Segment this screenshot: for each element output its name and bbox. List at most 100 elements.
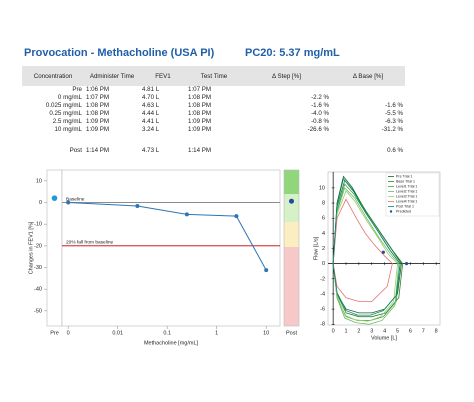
flow-volume-curve [332,177,401,316]
pc20: PC20: 5.37 mg/mL [245,47,340,59]
band-red [284,247,299,326]
cell: 1:09 PM [86,126,110,133]
y-tick-label: -50 [34,308,42,314]
column-header: Test Time [186,66,242,86]
cell: -0.8 % [311,118,329,125]
column-header: Administer Time [84,66,140,86]
band-yellow [284,222,299,247]
cell: 0 mg/mL [57,94,82,101]
x-tick-label: 3 [370,328,373,334]
x-tick-label: 4 [383,328,386,334]
cell: 1:08 PM [188,102,212,109]
point [234,214,239,219]
predicted-point [381,250,385,254]
cell: 1:08 PM [86,110,110,117]
legend-label: Level4 Trial 1 [396,199,417,203]
column-header: FEV1 [140,66,186,86]
cell: -5.5 % [385,110,403,117]
cell: Pre [72,86,82,93]
point [184,212,189,217]
row: 0 mg/mL 1:07 PM 4.70 L 1:08 PM -2.2 % [22,94,405,102]
cell: 1:06 PM [86,86,110,93]
cell: -6.3 % [385,118,403,125]
cell: -1.6 % [385,102,403,109]
cell: Post [69,147,82,154]
cell: 1:14 PM [86,147,110,154]
cell [331,94,405,102]
cell: 4.41 L [142,118,160,125]
legend-box [385,172,440,217]
cell: 1:09 PM [188,118,212,125]
reference-label: 20% fall from baseline [66,240,114,246]
cell: 1:09 PM [86,118,110,125]
y-tick-label: 8 [322,201,325,207]
x-tick-label: 0 [332,328,335,334]
x-tick-label: 10 [263,330,269,336]
cell: -1.6 % [311,102,329,109]
cell: 1:08 PM [86,102,110,109]
band-green [284,170,299,194]
y-axis-label: Flow [L/s] [313,236,319,260]
y-tick-label: -8 [320,322,325,328]
x-tick-label: 0.1 [163,330,171,336]
plot-frame [61,169,281,327]
x-tick-label: 2 [357,328,360,334]
cell [331,86,405,94]
cell: -31.2 % [381,126,403,133]
cell [242,147,331,155]
legend-label: Predicted [396,209,411,213]
point [264,268,269,273]
x-tick-label: 0 [67,330,70,336]
y-tick-label: 4 [322,231,325,237]
cell [242,86,331,94]
legend-label: Level2 Trial 1 [396,189,417,193]
header-row: Concentration Administer Time FEV1 Test Tim… [22,66,405,86]
post-point [289,198,294,204]
x-tick-label: 7 [422,328,425,334]
y-tick-label: -20 [34,243,42,249]
legend-label: Level3 Trial 1 [396,194,417,198]
cell: 1:14 PM [188,147,212,154]
y-tick-label: 6 [322,216,325,222]
cell: 1:09 PM [188,126,212,133]
legend-label: Level1 Trial 1 [396,184,417,188]
cell: 1:07 PM [188,86,212,93]
y-tick-label: -2 [320,276,325,282]
y-tick-label: 0 [322,261,325,267]
cell: 10 mg/mL [54,126,82,133]
cell: 0.025 mg/mL [45,102,82,109]
column-header: Δ Base [%] [331,66,405,86]
y-tick-label: 2 [322,246,325,252]
legend-label: Post Trial 1 [396,204,414,208]
band-light-green [284,194,299,222]
x-tick-label: 1 [344,328,347,334]
cell: 4.63 L [142,102,160,109]
legend-label: Pre Trial 1 [396,174,412,178]
pre-label: Pre [50,330,59,336]
cell: 4.81 L [142,86,160,93]
x-axis-label: Methacholine [mg/mL] [144,340,199,346]
row: 10 mg/mL 1:09 PM 3.24 L 1:09 PM -26.6 % -31.2… [22,126,405,134]
x-tick-label: 5 [396,328,399,334]
x-tick-label: 6 [409,328,412,334]
cell: -2.2 % [311,94,329,101]
cell: 1:08 PM [188,110,212,117]
y-tick-label: -4 [320,291,325,297]
row: 2.5 mg/mL 1:09 PM 4.41 L 1:09 PM -0.8 % -6.3 … [22,118,405,126]
y-tick-label: 10 [319,185,325,191]
point [66,200,71,205]
cell: -26.6 % [307,126,329,133]
cell: 3.24 L [142,126,160,133]
cell: 1:07 PM [86,94,110,101]
cell: 2.5 mg/mL [52,118,82,125]
x-tick-label: 0.01 [112,330,123,336]
y-tick-label: 0 [39,200,42,206]
predicted-point [404,262,409,266]
pre-panel [46,169,63,327]
reference-label: Baseline [66,196,85,202]
cell: -4.0 % [311,110,329,117]
pre-point [51,195,58,201]
point [135,203,140,208]
